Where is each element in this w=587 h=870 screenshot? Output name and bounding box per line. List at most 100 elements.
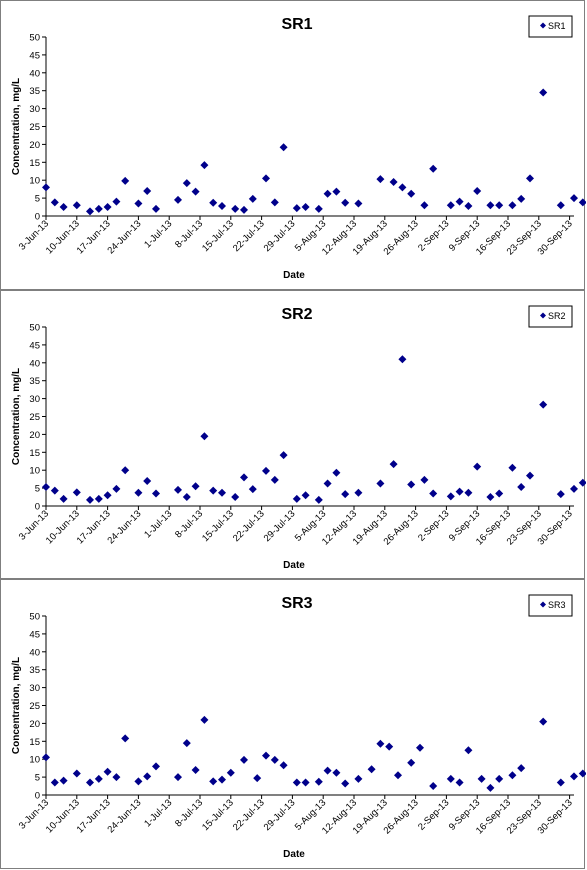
data-point (407, 758, 416, 767)
data-point (121, 734, 130, 743)
legend-label: SR3 (548, 600, 566, 610)
data-point (103, 491, 112, 500)
y-tick-label: 50 (29, 33, 40, 44)
y-tick-label: 0 (35, 502, 40, 513)
data-point (86, 207, 94, 216)
data-point (367, 765, 376, 774)
x-tick-label: 22-Jul-13 (231, 797, 267, 833)
data-point (248, 485, 257, 494)
y-tick-label: 15 (29, 448, 40, 459)
x-tick-label: 29-Jul-13 (262, 797, 298, 833)
data-point (200, 432, 209, 441)
x-tick-label: 22-Jul-13 (231, 218, 267, 254)
data-point (200, 715, 209, 724)
chart-title: SR1 (281, 16, 312, 33)
data-point (385, 742, 394, 751)
x-tick-label: 1-Jul-13 (142, 508, 174, 540)
data-point (94, 774, 103, 783)
data-point (486, 783, 495, 792)
x-tick-label: 1-Jul-13 (142, 797, 174, 829)
data-point (539, 88, 548, 97)
data-point (270, 475, 279, 484)
data-point (354, 774, 363, 783)
data-point (94, 204, 103, 213)
data-point (72, 201, 81, 210)
data-point (262, 174, 270, 183)
data-point (517, 764, 526, 773)
y-axis-title: Concentration, mg/L (11, 78, 22, 175)
chart-title: SR3 (281, 595, 312, 612)
data-point (262, 466, 270, 475)
x-tick-label: 24-Jun-13 (105, 508, 143, 546)
data-point (191, 482, 200, 491)
data-point (174, 195, 182, 204)
data-point (429, 782, 438, 791)
data-point (429, 164, 438, 173)
data-point (354, 488, 363, 497)
chart-svg-sr2: SR2 SR2051015202530354045503-Jun-1310-Jun… (11, 305, 586, 571)
data-point (398, 183, 407, 192)
chart-panel-sr3: SR3 SR3 0 5 10 15 20 25 30 35 40 45 50 3-Jun-13 10-Jun… (0, 579, 586, 869)
x-tick-label: 22-Jul-13 (231, 508, 267, 544)
data-point (508, 771, 517, 780)
data-point (200, 161, 209, 170)
data-point (134, 488, 143, 497)
data-point (121, 176, 130, 185)
data-point (323, 189, 332, 198)
data-point (209, 777, 218, 786)
legend-label: SR1 (548, 21, 566, 31)
data-point (42, 753, 50, 762)
data-point (112, 484, 121, 493)
y-tick-label: 20 (29, 140, 40, 151)
y-tick-label: 30 (29, 394, 40, 405)
data-point (420, 201, 429, 210)
y-tick-label: 10 (29, 176, 40, 187)
data-point (86, 778, 94, 787)
data-point (174, 773, 182, 782)
x-tick-label: 2-Sep-13 (416, 797, 451, 832)
data-point (218, 775, 226, 784)
data-point (341, 198, 350, 207)
y-axis-title: Concentration, mg/L (11, 657, 22, 754)
data-point (50, 198, 59, 207)
data-point (495, 489, 504, 498)
data-point (464, 201, 473, 210)
data-point (182, 493, 191, 502)
y-tick-label: 45 (29, 629, 40, 640)
data-point (455, 487, 464, 496)
y-tick-label: 50 (29, 323, 40, 334)
data-point (134, 777, 143, 786)
data-point (143, 476, 152, 485)
data-point (59, 494, 68, 503)
y-tick-label: 15 (29, 158, 40, 169)
data-point (152, 489, 160, 498)
chart-svg-sr3: SR3 SR3051015202530354045503-Jun-1310-Jun… (11, 594, 586, 860)
data-point (376, 739, 385, 748)
y-tick-label: 5 (35, 484, 40, 495)
data-point (341, 779, 350, 788)
y-tick-label: 20 (29, 719, 40, 730)
data-point (240, 755, 248, 764)
data-point (556, 201, 565, 210)
legend: SR2 (528, 305, 573, 328)
data-point (473, 462, 482, 471)
chart-title: SR2 (281, 306, 312, 323)
data-point (301, 491, 310, 500)
y-tick-label: 0 (35, 791, 40, 802)
data-point (376, 175, 385, 184)
x-tick-label: 1-Jul-13 (142, 218, 174, 250)
data-point (517, 194, 526, 203)
data-point (50, 778, 59, 787)
x-tick-label: 29-Jul-13 (262, 508, 298, 544)
data-point (262, 751, 270, 760)
chart-svg-sr1: SR1 SR1051015202530354045503-Jun-1310-Jun… (11, 15, 586, 281)
data-point (578, 198, 586, 207)
data-point (578, 478, 586, 487)
data-point (218, 201, 226, 210)
y-tick-label: 45 (29, 50, 40, 61)
x-axis-title: Date (283, 560, 305, 571)
legend-marker-icon (540, 601, 546, 608)
data-point (270, 755, 279, 764)
data-point (301, 778, 310, 787)
data-point (143, 772, 152, 781)
